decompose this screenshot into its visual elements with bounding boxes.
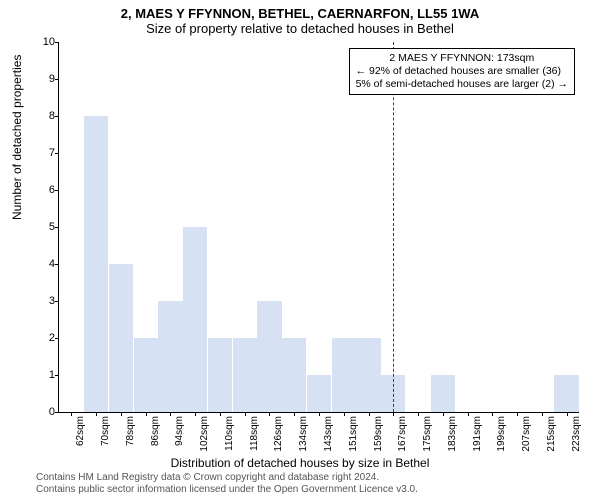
x-tick-mark	[517, 412, 518, 416]
x-tick-mark	[567, 412, 568, 416]
histogram-bar	[332, 338, 356, 412]
y-tick-mark	[55, 190, 59, 191]
x-tick-label: 175sqm	[422, 416, 433, 452]
x-tick-label: 126sqm	[273, 416, 284, 452]
x-tick-mark	[542, 412, 543, 416]
x-tick-mark	[369, 412, 370, 416]
histogram-bar	[84, 116, 108, 412]
y-tick-mark	[55, 412, 59, 413]
x-tick-label: 159sqm	[373, 416, 384, 452]
x-tick-label: 207sqm	[521, 416, 532, 452]
x-tick-mark	[344, 412, 345, 416]
x-tick-mark	[146, 412, 147, 416]
x-tick-label: 151sqm	[348, 416, 359, 452]
x-axis-label: Distribution of detached houses by size …	[0, 456, 600, 470]
x-tick-label: 94sqm	[174, 416, 185, 446]
x-tick-label: 70sqm	[100, 416, 111, 446]
histogram-bar	[554, 375, 578, 412]
y-tick-label: 9	[31, 73, 55, 85]
annotation-line: ← 92% of detached houses are smaller (36…	[356, 65, 568, 78]
x-tick-label: 199sqm	[496, 416, 507, 452]
reference-line	[393, 42, 394, 412]
x-tick-label: 191sqm	[472, 416, 483, 452]
histogram-bar	[158, 301, 182, 412]
x-tick-mark	[319, 412, 320, 416]
chart-subtitle: Size of property relative to detached ho…	[0, 21, 600, 38]
x-tick-mark	[71, 412, 72, 416]
histogram-bar	[183, 227, 207, 412]
x-tick-label: 78sqm	[125, 416, 136, 446]
x-tick-label: 62sqm	[75, 416, 86, 446]
x-tick-mark	[269, 412, 270, 416]
histogram-bar	[134, 338, 158, 412]
x-tick-mark	[170, 412, 171, 416]
x-tick-mark	[443, 412, 444, 416]
y-tick-label: 6	[31, 184, 55, 196]
histogram-bar	[109, 264, 133, 412]
y-tick-mark	[55, 79, 59, 80]
y-tick-mark	[55, 42, 59, 43]
x-tick-label: 134sqm	[298, 416, 309, 452]
x-tick-mark	[468, 412, 469, 416]
y-axis-label: Number of detached properties	[10, 55, 24, 220]
y-tick-label: 7	[31, 147, 55, 159]
x-tick-label: 183sqm	[447, 416, 458, 452]
x-tick-mark	[393, 412, 394, 416]
x-tick-label: 102sqm	[199, 416, 210, 452]
histogram-bar	[257, 301, 281, 412]
chart-container: 2, MAES Y FFYNNON, BETHEL, CAERNARFON, L…	[0, 0, 600, 500]
plot-wrap: 01234567891062sqm70sqm78sqm86sqm94sqm102…	[58, 42, 578, 412]
annotation-box: 2 MAES Y FFYNNON: 173sqm← 92% of detache…	[349, 48, 575, 95]
annotation-line: 5% of semi-detached houses are larger (2…	[356, 78, 568, 91]
x-tick-mark	[418, 412, 419, 416]
annotation-line: 2 MAES Y FFYNNON: 173sqm	[356, 52, 568, 65]
x-tick-mark	[195, 412, 196, 416]
x-tick-label: 86sqm	[150, 416, 161, 446]
y-tick-mark	[55, 301, 59, 302]
x-tick-label: 110sqm	[224, 416, 235, 451]
x-tick-label: 118sqm	[249, 416, 260, 451]
y-tick-mark	[55, 264, 59, 265]
y-tick-label: 3	[31, 295, 55, 307]
chart-title: 2, MAES Y FFYNNON, BETHEL, CAERNARFON, L…	[0, 0, 600, 21]
histogram-bar	[356, 338, 380, 412]
y-tick-mark	[55, 116, 59, 117]
histogram-bar	[307, 375, 331, 412]
y-tick-label: 8	[31, 110, 55, 122]
y-tick-mark	[55, 375, 59, 376]
y-tick-mark	[55, 153, 59, 154]
x-tick-mark	[492, 412, 493, 416]
x-tick-label: 167sqm	[397, 416, 408, 452]
footnote: Contains HM Land Registry data © Crown c…	[36, 472, 418, 496]
y-tick-label: 5	[31, 221, 55, 233]
histogram-bar	[208, 338, 232, 412]
y-tick-mark	[55, 338, 59, 339]
y-tick-mark	[55, 227, 59, 228]
y-tick-label: 2	[31, 332, 55, 344]
x-tick-label: 143sqm	[323, 416, 334, 452]
histogram-bar	[282, 338, 306, 412]
x-tick-mark	[294, 412, 295, 416]
footnote-line1: Contains HM Land Registry data © Crown c…	[36, 472, 418, 484]
x-tick-mark	[245, 412, 246, 416]
x-tick-mark	[121, 412, 122, 416]
y-tick-label: 10	[31, 36, 55, 48]
x-tick-label: 223sqm	[571, 416, 582, 452]
y-tick-label: 0	[31, 406, 55, 418]
footnote-line2: Contains public sector information licen…	[36, 484, 418, 496]
x-tick-label: 215sqm	[546, 416, 557, 452]
plot-area: 01234567891062sqm70sqm78sqm86sqm94sqm102…	[58, 42, 579, 413]
x-tick-mark	[96, 412, 97, 416]
y-tick-label: 4	[31, 258, 55, 270]
histogram-bar	[431, 375, 455, 412]
y-tick-label: 1	[31, 369, 55, 381]
histogram-bar	[233, 338, 257, 412]
x-tick-mark	[220, 412, 221, 416]
